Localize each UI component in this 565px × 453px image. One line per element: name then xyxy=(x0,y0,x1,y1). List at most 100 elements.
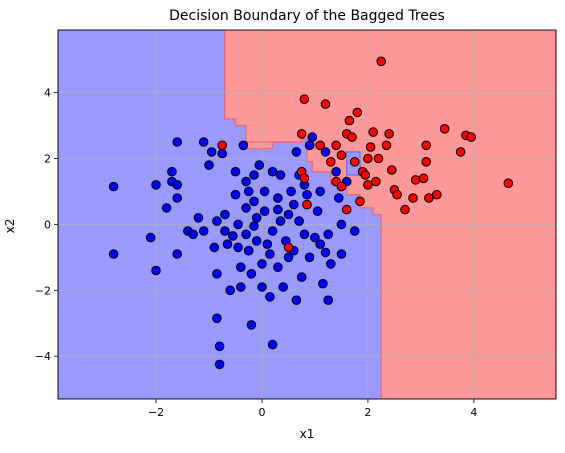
x-tick-label: 2 xyxy=(364,406,371,419)
data-point-red xyxy=(408,193,418,203)
data-point-red xyxy=(376,56,387,67)
data-point-red xyxy=(299,94,310,104)
data-point-blue xyxy=(236,282,246,292)
data-point-red xyxy=(360,170,371,180)
data-point-red xyxy=(336,150,347,160)
data-point-blue xyxy=(291,295,302,306)
data-point-red xyxy=(355,196,365,207)
data-point-blue xyxy=(336,249,347,259)
data-point-red xyxy=(331,140,341,151)
data-point-blue xyxy=(262,239,273,249)
data-point-blue xyxy=(161,203,172,213)
data-point-red xyxy=(320,99,331,109)
data-point-red xyxy=(363,153,373,164)
data-point-blue xyxy=(145,232,156,243)
data-point-red xyxy=(439,124,450,134)
data-point-blue xyxy=(315,186,326,197)
data-points xyxy=(108,56,514,370)
data-point-blue xyxy=(233,242,243,253)
data-point-blue xyxy=(230,166,241,177)
data-point-blue xyxy=(108,249,119,259)
data-point-blue xyxy=(254,160,265,170)
data-point-blue xyxy=(206,147,217,157)
data-point-blue xyxy=(326,259,336,269)
data-point-blue xyxy=(283,252,294,263)
data-point-blue xyxy=(294,216,304,226)
y-tick-label: −4 xyxy=(35,350,51,363)
data-point-blue xyxy=(214,341,225,352)
data-point-blue xyxy=(336,219,347,230)
data-point-red xyxy=(387,165,397,175)
data-point-red xyxy=(424,193,434,203)
data-point-blue xyxy=(257,282,267,292)
data-point-blue xyxy=(267,166,278,177)
data-point-blue xyxy=(251,213,262,223)
data-point-blue xyxy=(243,186,254,197)
decision-regions xyxy=(58,30,556,399)
data-point-red xyxy=(392,189,402,200)
chart-title: Decision Boundary of the Bagged Trees xyxy=(169,8,445,24)
data-point-blue xyxy=(259,206,270,216)
data-point-red xyxy=(410,175,421,185)
data-point-blue xyxy=(246,269,257,279)
data-point-blue xyxy=(249,221,259,231)
data-point-blue xyxy=(251,236,262,246)
data-point-blue xyxy=(302,189,312,200)
data-point-blue xyxy=(289,199,299,210)
data-point-blue xyxy=(249,170,259,180)
data-point-red xyxy=(503,178,514,188)
data-point-blue xyxy=(241,176,251,187)
data-point-blue xyxy=(246,320,257,330)
data-point-blue xyxy=(241,203,251,213)
x-tick-label: 0 xyxy=(258,406,265,419)
grid xyxy=(58,30,556,399)
data-point-blue xyxy=(304,252,315,263)
region-red-1 xyxy=(224,30,556,399)
data-point-blue xyxy=(238,140,249,151)
data-point-blue xyxy=(278,282,289,292)
data-point-blue xyxy=(230,189,241,200)
y-tick-label: −2 xyxy=(35,284,51,297)
data-point-blue xyxy=(273,204,283,215)
data-point-blue xyxy=(172,249,182,259)
data-point-blue xyxy=(257,259,267,269)
data-point-blue xyxy=(267,339,278,350)
data-point-red xyxy=(363,180,373,190)
data-point-blue xyxy=(318,278,328,289)
data-point-red xyxy=(299,173,310,184)
data-point-red xyxy=(326,157,336,167)
axis-ticks: −2 0 2 4 −4 −2 0 2 4 xyxy=(35,87,478,419)
data-point-red xyxy=(315,140,326,151)
data-point-red xyxy=(302,199,312,210)
data-point-blue xyxy=(291,147,302,157)
data-point-blue xyxy=(172,180,182,190)
data-point-blue xyxy=(304,140,315,151)
plot-frame xyxy=(57,29,557,400)
data-point-blue xyxy=(283,209,294,220)
data-point-blue xyxy=(331,166,341,177)
data-point-blue xyxy=(286,186,296,197)
data-point-red xyxy=(344,115,355,126)
x-axis-label: x1 xyxy=(299,427,315,441)
data-point-red xyxy=(466,132,477,142)
data-point-red xyxy=(336,181,347,192)
data-point-red xyxy=(217,140,227,151)
data-point-blue xyxy=(259,186,270,197)
data-point-blue xyxy=(151,180,161,190)
y-tick-label: 2 xyxy=(44,152,51,165)
data-point-red xyxy=(296,129,307,139)
data-point-red xyxy=(421,157,432,167)
data-point-blue xyxy=(273,262,283,273)
data-point-red xyxy=(341,204,352,215)
data-point-blue xyxy=(273,193,283,203)
data-point-blue xyxy=(228,231,238,241)
data-point-red xyxy=(373,153,384,164)
data-point-blue xyxy=(323,295,334,306)
data-point-red xyxy=(352,107,363,118)
data-point-blue xyxy=(320,247,331,258)
data-point-blue xyxy=(267,226,278,236)
data-point-red xyxy=(347,132,357,142)
data-point-blue xyxy=(315,239,326,249)
region-red-2 xyxy=(245,141,274,150)
